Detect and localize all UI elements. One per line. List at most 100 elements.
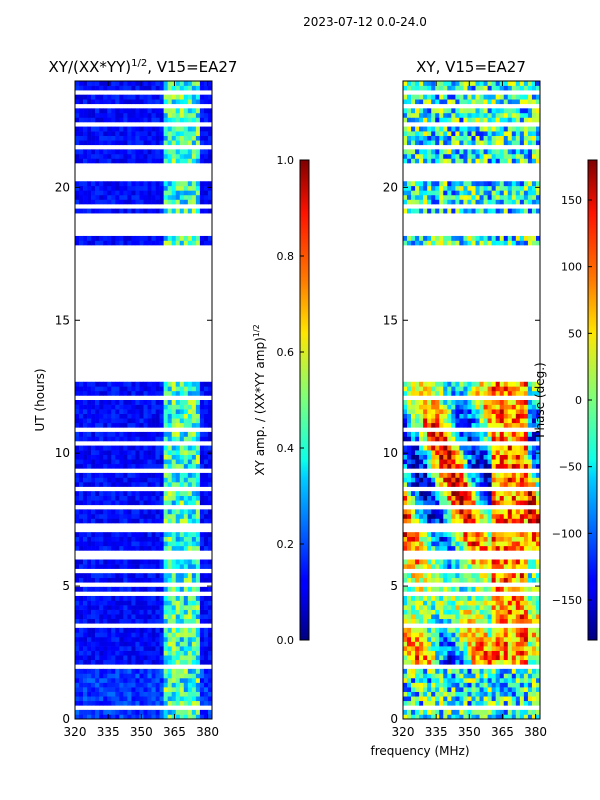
heatmap-cell <box>527 714 533 720</box>
heatmap-cell <box>103 564 108 569</box>
heatmap-cell <box>135 595 140 601</box>
heatmap-cell <box>455 235 460 241</box>
heatmap-cell <box>443 600 448 606</box>
heatmap-cell <box>463 454 468 460</box>
heatmap-cell <box>403 627 408 633</box>
heatmap-cell <box>75 577 80 583</box>
heatmap-cell <box>475 600 480 606</box>
heatmap-cell <box>479 536 484 542</box>
heatmap-cell <box>427 386 432 392</box>
heatmap-cell <box>487 586 492 592</box>
heatmap-cell <box>431 646 436 651</box>
heatmap-cell <box>187 81 193 86</box>
heatmap-cell <box>159 641 164 647</box>
heatmap-cell <box>79 158 84 164</box>
heatmap-cell <box>75 386 80 392</box>
heatmap-cell <box>107 240 112 246</box>
heatmap-cell <box>415 636 420 642</box>
heatmap-cell <box>531 691 537 697</box>
heatmap-cell <box>419 500 424 506</box>
heatmap-cell <box>467 532 472 538</box>
heatmap-cell <box>87 381 92 387</box>
heatmap-cell <box>107 445 112 451</box>
heatmap-cell <box>483 636 488 642</box>
heatmap-cell <box>75 691 80 697</box>
heatmap-cell <box>175 609 181 615</box>
heatmap-cell <box>127 532 132 538</box>
heatmap-cell <box>91 614 96 620</box>
heatmap-cell <box>199 709 205 715</box>
heatmap-cell <box>187 564 193 569</box>
heatmap-cell <box>463 609 468 615</box>
heatmap-cell <box>171 404 177 410</box>
heatmap-cell <box>523 436 529 442</box>
heatmap-cell <box>91 185 96 191</box>
heatmap-cell <box>403 459 408 465</box>
heatmap-cell <box>199 614 205 620</box>
heatmap-cell <box>467 545 472 551</box>
heatmap-cell <box>411 381 416 387</box>
heatmap-cell <box>171 459 177 465</box>
heatmap-cell <box>407 450 412 455</box>
heatmap-cell <box>99 158 104 164</box>
heatmap-cell <box>479 655 484 661</box>
heatmap-cell <box>199 240 205 246</box>
heatmap-cell <box>203 454 209 460</box>
heatmap-cell <box>135 564 140 569</box>
heatmap-cell <box>199 545 205 551</box>
heatmap-cell <box>495 235 501 241</box>
heatmap-cell <box>411 614 416 620</box>
heatmap-cell <box>459 564 464 569</box>
heatmap-cell <box>79 536 84 542</box>
heatmap-cell <box>91 500 96 506</box>
heatmap-cell <box>167 194 173 200</box>
heatmap-cell <box>403 413 408 419</box>
heatmap-cell <box>403 650 408 656</box>
heatmap-cell <box>79 491 84 496</box>
heatmap-cell <box>95 140 100 146</box>
heatmap-cell <box>127 632 132 638</box>
heatmap-cell <box>95 459 100 465</box>
heatmap-cell <box>515 418 521 424</box>
heatmap-cell <box>447 636 452 642</box>
heatmap-cell <box>415 381 420 387</box>
heatmap-cell <box>191 463 197 469</box>
heatmap-cell <box>115 696 120 702</box>
heatmap-cell <box>403 454 408 460</box>
heatmap-cell <box>195 436 201 442</box>
heatmap-cell <box>199 536 205 542</box>
heatmap-cell <box>459 532 464 538</box>
heatmap-cell <box>111 691 116 697</box>
heatmap-cell <box>199 559 205 565</box>
heatmap-cell <box>167 381 173 387</box>
heatmap-cell <box>171 431 177 437</box>
heatmap-cell <box>495 605 501 610</box>
heatmap-cell <box>99 431 104 437</box>
heatmap-cell <box>431 518 436 524</box>
heatmap-cell <box>519 632 525 638</box>
heatmap-cell <box>511 185 517 191</box>
heatmap-cell <box>99 541 104 547</box>
heatmap-cell <box>403 573 408 579</box>
heatmap-cell <box>467 418 472 424</box>
heatmap-cell <box>419 696 424 702</box>
heatmap-cell <box>179 559 185 565</box>
heatmap-cell <box>207 149 213 155</box>
heatmap-cell <box>163 532 168 538</box>
heatmap-cell <box>435 235 440 241</box>
heatmap-cell <box>83 577 88 583</box>
heatmap-cell <box>475 472 480 478</box>
heatmap-cell <box>91 418 96 424</box>
heatmap-cell <box>535 655 541 661</box>
heatmap-cell <box>463 418 468 424</box>
heatmap-cell <box>99 185 104 191</box>
heatmap-cell <box>403 682 408 688</box>
heatmap-cell <box>167 135 173 141</box>
heatmap-cell <box>123 472 128 478</box>
heatmap-cell <box>187 632 193 638</box>
heatmap-cell <box>531 409 537 414</box>
heatmap-cell <box>187 422 193 428</box>
heatmap-cell <box>511 472 517 478</box>
heatmap-cell <box>127 600 132 606</box>
heatmap-cell <box>423 381 428 387</box>
